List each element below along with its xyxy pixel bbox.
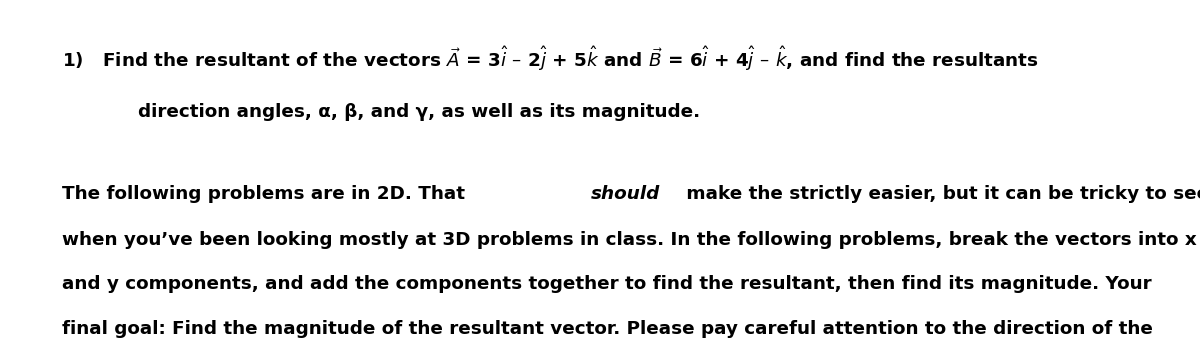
Text: should: should — [590, 185, 660, 203]
Text: direction angles, α, β, and γ, as well as its magnitude.: direction angles, α, β, and γ, as well a… — [138, 103, 700, 121]
Text: when you’ve been looking mostly at 3D problems in class. In the following proble: when you’ve been looking mostly at 3D pr… — [62, 231, 1198, 249]
Text: final goal: Find the magnitude of the resultant vector. Please pay careful atten: final goal: Find the magnitude of the re… — [62, 320, 1153, 338]
Text: make the strictly easier, but it can be tricky to see 2D problems: make the strictly easier, but it can be … — [680, 185, 1200, 203]
Text: and y components, and add the components together to find the resultant, then fi: and y components, and add the components… — [62, 275, 1152, 293]
Text: 1)   Find the resultant of the vectors $\vec{A}$ = 3$\hat{i}$ – 2$\hat{j}$ + 5$\: 1) Find the resultant of the vectors $\v… — [62, 44, 1039, 73]
Text: The following problems are in 2D. That: The following problems are in 2D. That — [62, 185, 472, 203]
